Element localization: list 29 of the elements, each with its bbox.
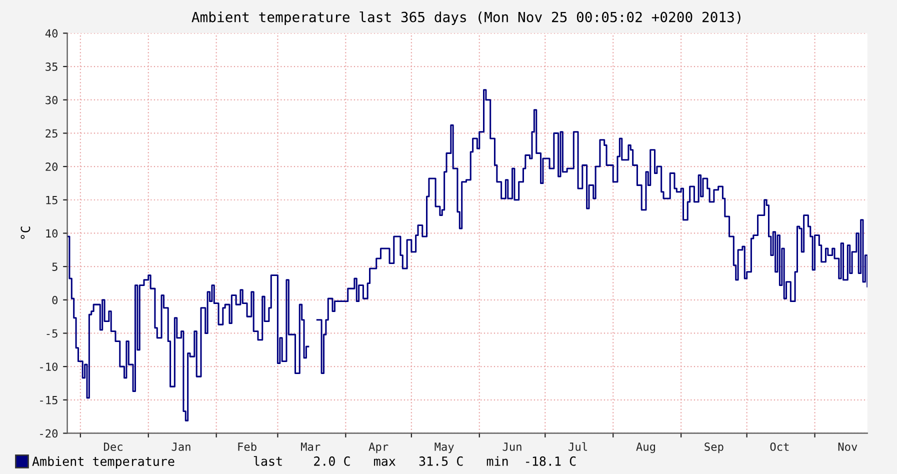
y-tick-label: 30 [46,96,58,104]
y-tick-label: -5 [46,329,58,338]
x-tick-label: May [434,442,454,454]
y-tick-label: 0 [52,296,58,304]
x-tick-label: Nov [838,442,858,451]
y-tick-label: 5 [52,262,58,271]
y-tick-label: 25 [46,129,58,138]
text: last 2.0 C max 31.5 C min -18.1 C [254,456,576,466]
y-tick-label: -10 [40,362,58,371]
y-axis-title: °C [20,226,30,239]
x-tick-label: Oct [770,442,789,451]
y-tick-label: 40 [45,29,58,38]
y-tick-label: 20 [46,162,58,171]
x-tick-label: Jul [568,442,587,451]
x-tick-label: Jun [502,442,522,451]
x-tick-label: Dec [104,442,122,451]
x-tick-label: Mar [301,442,320,451]
y-tick-label: 15 [46,196,58,204]
x-tick-label: Feb [238,442,256,451]
y-tick-label: 35 [46,62,58,71]
x-tick-label: Jan [172,442,190,451]
y-tick-label: -15 [40,396,58,404]
chart-title: Ambient temperature last 365 days (Mon Nov 25 00:05:02 +0200 2013) [192,11,740,25]
y-tick-label: -20 [40,429,58,438]
x-tick-label: Apr [368,442,388,454]
legend-label: Ambient temperature [32,456,174,468]
y-tick-label: 10 [46,229,58,238]
x-tick-label: Aug [636,442,655,454]
x-tick-label: Sep [704,442,724,454]
